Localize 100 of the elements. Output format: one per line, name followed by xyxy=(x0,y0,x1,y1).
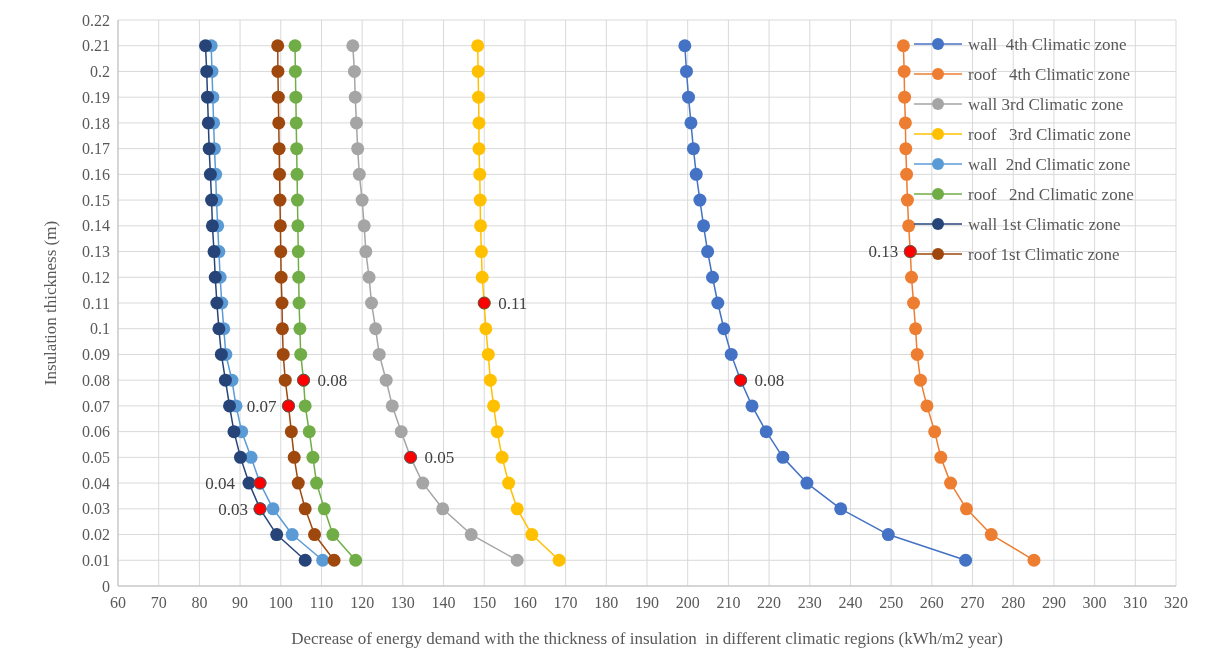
point xyxy=(905,270,918,284)
point xyxy=(913,373,927,387)
annotation: 0.11 xyxy=(498,293,528,313)
point xyxy=(365,296,379,310)
point xyxy=(272,116,286,130)
point xyxy=(898,90,912,104)
point xyxy=(205,193,219,207)
point xyxy=(495,450,509,464)
x-tick-label: 260 xyxy=(919,594,944,611)
point xyxy=(227,425,241,439)
x-tick-label: 70 xyxy=(150,594,167,611)
x-tick-label: 290 xyxy=(1041,594,1066,611)
y-tick-label: 0 xyxy=(102,577,110,595)
point xyxy=(711,296,725,310)
x-tick-label: 110 xyxy=(309,594,334,611)
point xyxy=(472,116,486,130)
point xyxy=(436,502,450,516)
annotation: 0.08 xyxy=(317,371,348,391)
point xyxy=(326,528,340,542)
point xyxy=(776,450,790,464)
point xyxy=(471,39,485,53)
legend-label: wall 1st Climatic zone xyxy=(968,214,1121,234)
y-tick-label: 0.01 xyxy=(82,551,110,569)
x-tick-label: 280 xyxy=(1001,594,1026,611)
point xyxy=(298,502,312,516)
point xyxy=(897,64,911,78)
annotation: 0.07 xyxy=(246,396,277,416)
point xyxy=(271,39,285,53)
point xyxy=(201,116,215,130)
point xyxy=(293,322,307,336)
y-tick-label: 0.21 xyxy=(82,37,110,55)
y-tick-label: 0.12 xyxy=(82,268,110,286)
legend-label: wall 4th Climatic zone xyxy=(968,34,1127,54)
x-tick-label: 210 xyxy=(716,594,741,611)
legend-label: roof 4th Climatic zone xyxy=(968,64,1130,84)
x-tick-label: 320 xyxy=(1164,594,1188,611)
point xyxy=(689,167,703,181)
annotation: 0.05 xyxy=(424,448,455,468)
point xyxy=(487,399,501,413)
point xyxy=(1027,553,1041,567)
point xyxy=(290,142,304,156)
point xyxy=(490,425,504,439)
annotation: 0.13 xyxy=(868,242,899,262)
point xyxy=(464,528,478,542)
point xyxy=(800,476,814,490)
x-axis-title: Decrease of energy demand with the thickness of insulation in different climatic regions (kWh/m2 year) xyxy=(291,629,1003,648)
point xyxy=(701,245,715,259)
point xyxy=(385,399,399,413)
point xyxy=(900,167,914,181)
point xyxy=(552,553,566,567)
legend-label: roof 1st Climatic zone xyxy=(968,244,1120,264)
point xyxy=(273,219,287,233)
point xyxy=(291,219,305,233)
point xyxy=(355,193,369,207)
x-tick-label: 150 xyxy=(472,594,497,611)
point xyxy=(348,90,362,104)
point xyxy=(289,90,303,104)
point xyxy=(346,39,360,53)
point xyxy=(502,476,516,490)
point xyxy=(298,553,312,567)
point xyxy=(745,399,759,413)
x-tick-label: 270 xyxy=(960,594,985,611)
point xyxy=(200,64,214,78)
point xyxy=(362,270,376,284)
y-tick-label: 0.05 xyxy=(82,448,110,466)
y-tick-label: 0.18 xyxy=(82,114,110,132)
x-tick-label: 190 xyxy=(635,594,659,611)
legend-label: roof 3rd Climatic zone xyxy=(968,124,1131,144)
point xyxy=(483,373,497,387)
point xyxy=(474,219,488,233)
point xyxy=(275,322,289,336)
point xyxy=(896,39,910,53)
point xyxy=(357,219,371,233)
y-tick-label: 0.02 xyxy=(82,526,110,544)
point xyxy=(379,373,393,387)
point xyxy=(278,373,292,387)
point xyxy=(717,322,731,336)
point xyxy=(472,90,486,104)
point xyxy=(203,167,217,181)
point xyxy=(308,528,322,542)
point xyxy=(684,116,698,130)
point xyxy=(201,90,215,104)
point xyxy=(349,553,363,567)
point xyxy=(306,450,320,464)
x-tick-label: 170 xyxy=(553,594,578,611)
point xyxy=(475,270,489,284)
point xyxy=(899,142,913,156)
y-tick-label: 0.11 xyxy=(82,294,110,312)
point xyxy=(285,528,299,542)
point xyxy=(352,167,366,181)
x-tick-label: 300 xyxy=(1082,594,1107,611)
legend-label: roof 2nd Climatic zone xyxy=(968,184,1134,204)
point xyxy=(198,39,212,53)
point xyxy=(928,425,942,439)
x-tick-label: 90 xyxy=(232,594,249,611)
point xyxy=(679,64,693,78)
point xyxy=(207,245,221,259)
point xyxy=(881,528,895,542)
point xyxy=(210,296,224,310)
point xyxy=(273,193,287,207)
